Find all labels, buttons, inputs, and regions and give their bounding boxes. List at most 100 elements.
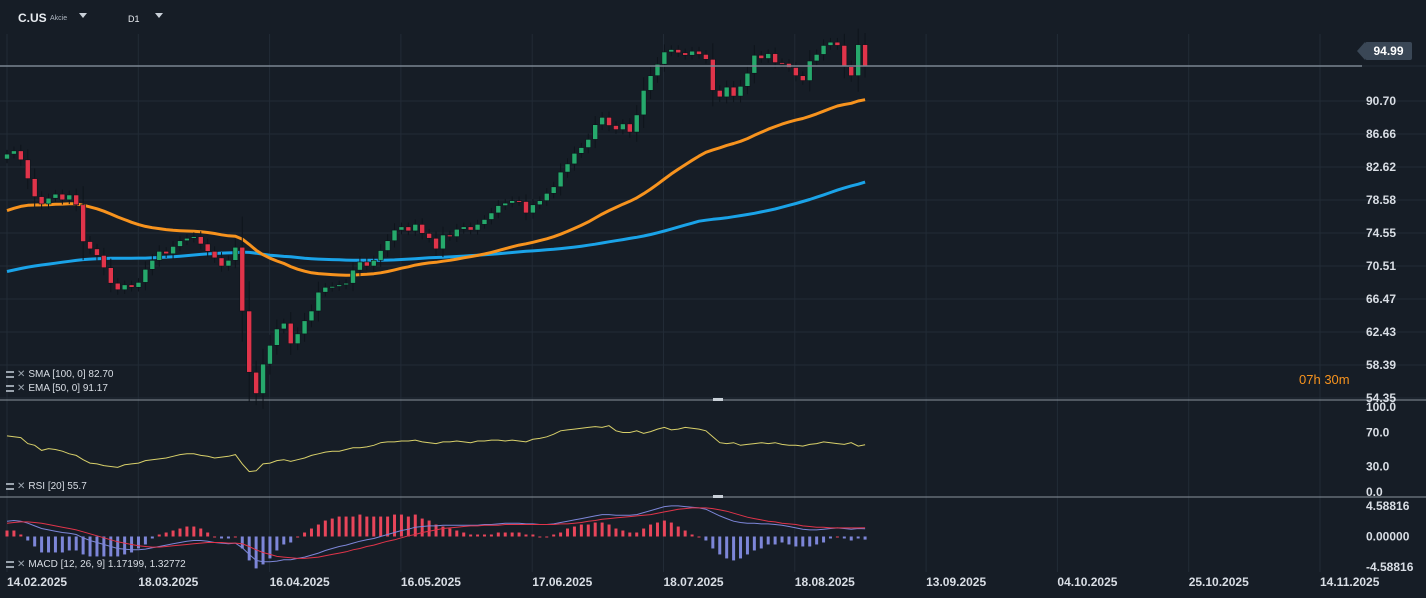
symbol-name[interactable]: C.US	[18, 11, 47, 25]
candle-body	[260, 363, 266, 394]
macd-histogram-bar	[600, 522, 604, 537]
macd-histogram-bar	[607, 524, 611, 537]
macd-histogram-bar	[379, 516, 383, 537]
candle-body	[806, 60, 813, 81]
settings-menu-icon[interactable]	[6, 483, 14, 490]
candle-body	[294, 333, 301, 344]
close-icon[interactable]: ✕	[17, 369, 26, 380]
timeframe-chevron-down-icon[interactable]	[155, 13, 163, 18]
settings-menu-icon[interactable]	[6, 561, 14, 568]
candle-body	[398, 226, 405, 231]
candle-body	[689, 50, 695, 56]
macd-histogram-bar	[53, 536, 57, 553]
macd-histogram-bar	[192, 526, 196, 537]
macd-histogram-bar	[863, 536, 867, 540]
candle-body	[460, 226, 467, 230]
price-tick-label: 54.35	[1366, 391, 1396, 405]
rsi-tick-label: 100.0	[1366, 400, 1396, 414]
price-tick-label: 78.58	[1366, 193, 1396, 207]
candle-body	[578, 147, 585, 154]
candle-body	[453, 228, 460, 237]
candle-body	[682, 52, 688, 56]
macd-histogram-bar	[683, 530, 687, 537]
macd-histogram-bar	[655, 522, 659, 537]
candle-body	[758, 54, 765, 59]
macd-histogram-bar	[745, 536, 749, 555]
macd-histogram-bar	[337, 516, 341, 537]
candle-body	[488, 212, 495, 220]
current-price-badge: 94.99	[1357, 42, 1412, 60]
macd-signal-line	[6, 507, 866, 559]
macd-histogram-bar	[510, 532, 514, 537]
macd-histogram-bar	[448, 528, 452, 537]
candle-body	[232, 246, 239, 261]
rsi-line	[6, 425, 866, 473]
candle-body	[336, 284, 342, 287]
macd-histogram-bar	[690, 534, 694, 537]
macd-histogram-bar	[102, 536, 106, 557]
macd-histogram-bar	[164, 532, 168, 537]
pane-resize-handle	[713, 495, 723, 498]
x-tick-label: 13.09.2025	[926, 575, 986, 589]
settings-menu-icon[interactable]	[6, 371, 14, 378]
macd-histogram-bar	[503, 532, 507, 537]
grid-lines	[0, 34, 1426, 572]
ema-legend[interactable]: ✕ EMA [50, 0] 91.17	[6, 383, 108, 394]
macd-histogram-bar	[482, 534, 486, 537]
price-tick-label: 62.43	[1366, 325, 1396, 339]
macd-histogram-bar	[711, 536, 715, 549]
macd-histogram-bar	[489, 534, 493, 537]
macd-histogram-bar	[808, 536, 812, 547]
pane-dividers	[0, 398, 1426, 498]
macd-histogram-bar	[247, 536, 251, 561]
candle-body	[364, 261, 370, 267]
rsi-legend[interactable]: ✕ RSI [20] 55.7	[6, 481, 87, 492]
macd-histogram-bar	[399, 514, 403, 537]
macd-histogram-bar	[282, 536, 286, 545]
rsi-tick-label: 70.0	[1366, 426, 1390, 440]
close-icon[interactable]: ✕	[17, 481, 26, 492]
macd-histogram-bar	[628, 532, 632, 537]
candle-body	[412, 224, 419, 232]
x-tick-label: 18.08.2025	[795, 575, 855, 589]
candle-body	[128, 284, 135, 288]
macd-histogram-bar	[801, 536, 805, 547]
candle-body	[377, 250, 384, 261]
macd-histogram-bar	[662, 520, 666, 537]
rsi-tick-label: 0.0	[1366, 485, 1383, 499]
candle-body	[481, 219, 488, 225]
candle-body	[772, 53, 778, 63]
candle-body	[405, 226, 412, 232]
macd-histogram-bar	[649, 524, 653, 537]
candle-body	[467, 226, 474, 231]
macd-histogram-bar	[559, 532, 563, 537]
candle-countdown: 07h 30m	[1299, 372, 1350, 387]
candle-body	[543, 193, 550, 201]
candle-body	[765, 53, 772, 59]
candle-body	[177, 240, 183, 247]
timeframe-selector[interactable]: D1	[128, 14, 140, 24]
candle-body	[80, 204, 86, 242]
macd-histogram-bar	[434, 524, 438, 537]
sma-line-group	[6, 180, 866, 273]
macd-histogram-bar	[593, 522, 597, 537]
rsi-tick-label: 30.0	[1366, 460, 1390, 474]
candle-body	[537, 200, 543, 206]
macd-histogram-bar	[704, 536, 708, 541]
close-icon[interactable]: ✕	[17, 383, 26, 394]
close-icon[interactable]: ✕	[17, 559, 26, 570]
macd-histogram-bar	[240, 536, 244, 549]
countdown-hours: 07	[1299, 372, 1314, 387]
macd-histogram-bar	[822, 536, 826, 543]
candle-body	[626, 123, 633, 133]
price-tick-label: 74.55	[1366, 226, 1396, 240]
macd-histogram-bar	[351, 516, 355, 537]
sma-legend[interactable]: ✕ SMA [100, 0] 82.70	[6, 369, 113, 380]
symbol-dropdown-chevron-down-icon[interactable]	[79, 13, 87, 18]
candle-body	[820, 45, 827, 55]
macd-legend[interactable]: ✕ MACD [12, 26, 9] 1.17199, 1.32772	[6, 559, 186, 570]
settings-menu-icon[interactable]	[6, 385, 14, 392]
candle-body	[301, 320, 308, 335]
macd-group	[5, 505, 867, 569]
